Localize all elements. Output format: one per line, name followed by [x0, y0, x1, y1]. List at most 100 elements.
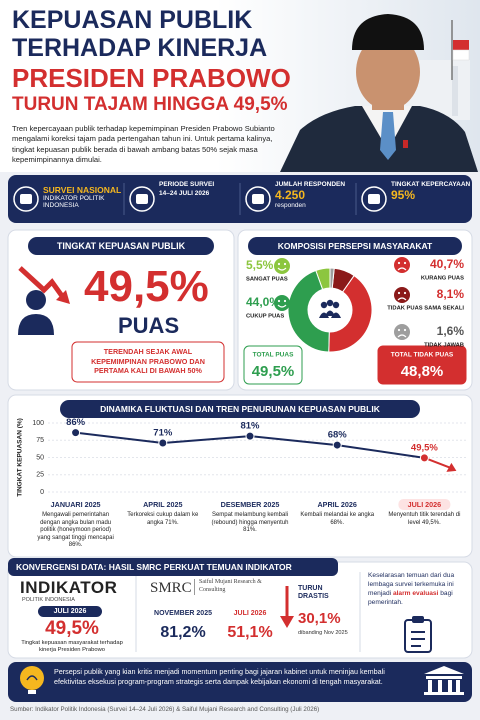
point [419, 453, 429, 463]
mood-icon [394, 324, 410, 340]
title-line: TERHADAP KINERJA [12, 34, 268, 62]
section-title: KOMPOSISI PERSEPSI MASYARAKAT [248, 237, 462, 255]
decoration [28, 690, 36, 694]
decline-icon [18, 266, 70, 335]
decoration [352, 14, 424, 50]
smrc-value: 81,2% [160, 624, 206, 641]
drop-label: TURUN DRASTIS [298, 585, 329, 601]
satisfaction-unit: PUAS [118, 313, 180, 338]
y-tick-label: 50 [36, 454, 44, 461]
indikator-note: Tingkat kepuasan masyarakat terhadap kin… [21, 640, 123, 654]
point [332, 440, 342, 450]
y-tick-label: 25 [36, 472, 44, 479]
stat-icon-glyph [252, 194, 264, 204]
drop-value: 30,1% [298, 610, 341, 627]
period: JULI 2026 [38, 606, 102, 617]
decoration [452, 49, 470, 61]
y-tick-label: 100 [32, 420, 44, 427]
total-label: TOTAL TIDAK PUAS [391, 352, 454, 359]
value-label: 68% [328, 430, 348, 441]
drop-arrow [280, 586, 294, 628]
mood-mouth [397, 297, 407, 301]
trend-note: Kembali melandai ke angka 68%. [300, 512, 375, 526]
stat-sub: responden [275, 202, 306, 209]
building-icon [424, 666, 464, 695]
category-label: TIDAK PUAS SAMA SEKALI [387, 306, 464, 312]
y-axis-label: TINGKAT KEPUASAN (%) [17, 418, 24, 497]
value-label: 40,7% [430, 257, 464, 271]
decoration [453, 40, 469, 50]
category-label: TIDAK JAWAB [424, 343, 464, 349]
people-icon [326, 299, 334, 307]
conclusion: Keselarasan temuan dari dua lembaga surv… [368, 572, 468, 608]
decoration [280, 616, 294, 628]
value-label: 86% [66, 417, 86, 428]
title-line: PRESIDEN PRABOWO [12, 63, 291, 93]
decoration [56, 290, 70, 304]
value-label: 5,5% [246, 258, 274, 272]
stat-value: 4.250 [275, 188, 306, 202]
mood-eye [277, 262, 281, 266]
trend-note: Terkoreksi cukup dalam ke angka 71%. [127, 512, 199, 526]
total-label: TOTAL PUAS [253, 352, 294, 359]
stat: PERIODE SURVEI 14–24 JULI 2026 [159, 181, 241, 197]
conclusion-text: Keselarasan temuan dari dua lembaga surv… [368, 572, 455, 597]
mood-eye [403, 291, 407, 295]
smrc-period: JULI 2026 [233, 610, 267, 617]
pie-slice [328, 274, 373, 353]
smrc-logo: SMRC [150, 580, 192, 596]
section-title: KONVERGENSI DATA: HASIL SMRC PERKUAT TEM… [8, 558, 338, 576]
decoration [403, 140, 408, 148]
intro-text: Tren kepercayaan publik terhadap kepemim… [12, 124, 275, 164]
decoration [456, 680, 460, 692]
smrc-value: 51,1% [227, 624, 273, 641]
conclusion-text: bagi pemerintah. [368, 589, 453, 606]
stat-sub: 14–24 JULI 2026 [159, 190, 210, 197]
stat: SURVEI NASIONAL INDIKATOR POLITIK INDONES… [43, 181, 125, 209]
trend-arrow [424, 456, 451, 469]
pie-slice [287, 269, 330, 353]
decoration [428, 680, 432, 692]
mood-eye [397, 328, 401, 332]
people-icon [332, 301, 340, 309]
stat-value: 95% [391, 188, 416, 202]
bulb-icon [20, 666, 44, 694]
mood-eye [397, 291, 401, 295]
category-pill [398, 499, 451, 510]
decoration [380, 112, 396, 160]
y-tick-label: 75 [36, 437, 44, 444]
note-box [71, 341, 225, 383]
footer-banner [8, 662, 472, 702]
indikator-logo-sub: POLITIK INDONESIA [22, 597, 75, 603]
smrc-logo-sub: Saiful Mujani Research & Consulting [194, 579, 279, 595]
mood-mouth [277, 304, 287, 308]
trend-arrow-head [446, 462, 457, 472]
stat-sub: INDIKATOR POLITIK INDONESIA [43, 195, 105, 209]
decoration [18, 266, 65, 298]
trend-note: Mengawali pemerintahan dengan angka bula… [37, 512, 114, 548]
title-line: TURUN TAJAM HINGGA 49,5% [12, 94, 288, 115]
point [245, 431, 255, 441]
people-icon [320, 301, 328, 309]
indikator-value: 49,5% [45, 618, 99, 639]
mood-mouth [397, 267, 407, 271]
decoration [404, 619, 432, 653]
mood-eye [283, 299, 287, 303]
mood-mouth [277, 267, 287, 271]
mood-icon [394, 287, 410, 303]
satisfaction-value: 49,5% [84, 262, 209, 311]
stat-icon [361, 186, 387, 212]
decoration [438, 680, 442, 692]
decoration [280, 106, 478, 172]
decoration [412, 616, 424, 623]
stat-icon [245, 186, 271, 212]
stat-label: TINGKAT KEPERCAYAAN [391, 181, 471, 188]
mood-icon [394, 257, 410, 273]
point [158, 438, 168, 448]
decoration [18, 314, 54, 335]
y-tick-label: 0 [40, 489, 44, 496]
x-tick-label: JULI 2026 [408, 500, 442, 509]
footer-text: Persepsi publik yang kian kritis menjadi… [54, 667, 385, 686]
clipboard-icon [404, 616, 432, 653]
